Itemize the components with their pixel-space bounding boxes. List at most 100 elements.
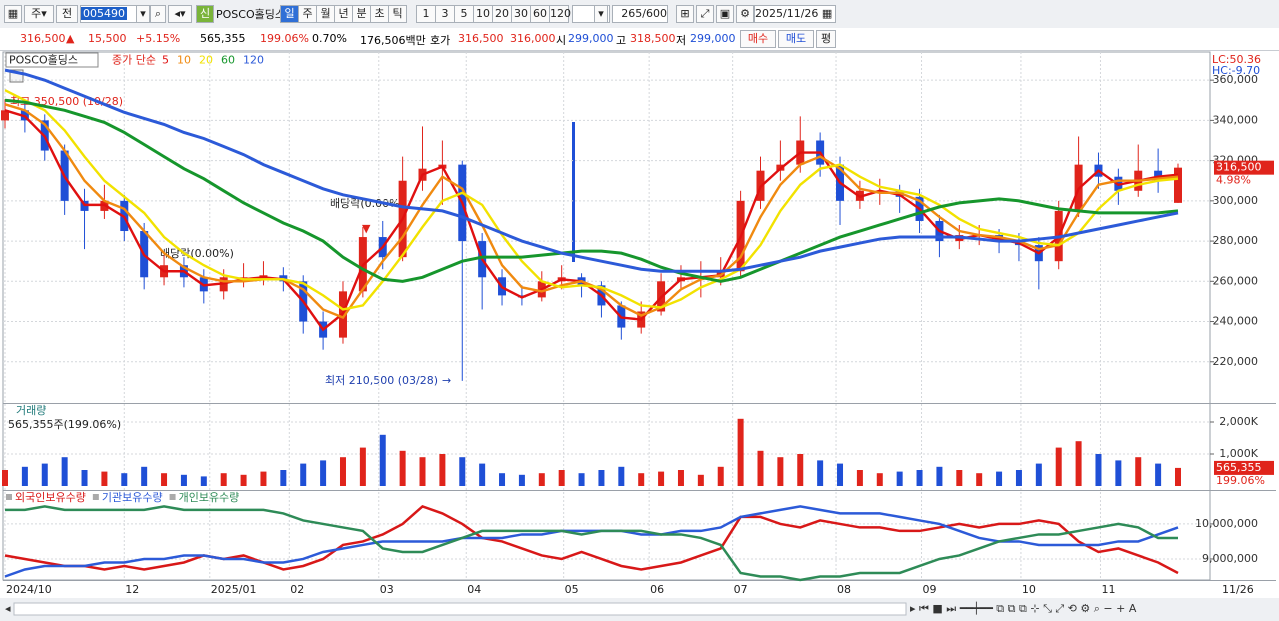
x-tick-label: 10 — [1022, 583, 1036, 596]
save-button[interactable]: ▣ — [716, 5, 734, 23]
volume-bar — [757, 450, 764, 486]
period-select[interactable]: 주▾ — [24, 5, 54, 23]
toolbar-button[interactable]: 일 — [280, 5, 299, 23]
toolbar-button[interactable]: 분 — [352, 5, 371, 23]
volume-bar — [101, 471, 108, 486]
side-label: LC:50.36 — [1212, 53, 1261, 66]
toolbar-button[interactable]: 년 — [334, 5, 353, 23]
volume-bar — [61, 457, 68, 486]
y-tick-label: 300,000 — [1213, 194, 1259, 207]
tool-button[interactable]: ⊞ — [676, 5, 694, 23]
chart: ◂ ▸ ⏮ ■ ⏭ ━━┿━━ ⧉ ⧉ ⧉ ⊹ ⤡ ⤢ ⟲ ⚙ ⌕ − + A … — [0, 51, 1279, 621]
volume-bar — [1015, 470, 1022, 486]
count-input[interactable]: 265/600 — [612, 5, 668, 23]
toolbar-button[interactable]: 30 — [511, 5, 531, 23]
tool-button[interactable]: ⤢ — [696, 5, 714, 23]
buy-button[interactable]: 매수 — [740, 30, 776, 48]
holding-line — [4, 505, 1179, 578]
period: 주 — [31, 7, 42, 20]
avg-button[interactable]: 평 — [816, 30, 836, 48]
bid: 316,000 — [510, 32, 556, 45]
settings-button[interactable]: ⚙ — [736, 5, 754, 23]
volume-bar — [658, 471, 665, 486]
volume-bar — [638, 473, 645, 486]
toolbar-button[interactable]: 20 — [492, 5, 512, 23]
y-tick-label: 220,000 — [1213, 355, 1259, 368]
scroll-left[interactable]: ◂ — [5, 602, 11, 615]
toolbar-button[interactable]: 주 — [298, 5, 317, 23]
search-button[interactable]: ⌕ — [150, 5, 166, 23]
toolbar-button[interactable]: 5 — [454, 5, 474, 23]
volume-bar — [856, 470, 863, 486]
last-volume-ratio: 199.06% — [1216, 474, 1265, 487]
x-tick-label: 07 — [734, 583, 748, 596]
legend-entry: 외국인보유수량 — [15, 491, 86, 504]
code-input[interactable]: 005490 — [80, 5, 138, 23]
volume-bar — [121, 473, 128, 486]
scroll-controls[interactable]: ▸ ⏮ ■ ⏭ ━━┿━━ ⧉ ⧉ ⧉ ⊹ ⤡ ⤢ ⟲ ⚙ ⌕ − + A — [910, 601, 1137, 615]
toolbar-button[interactable]: 틱 — [388, 5, 407, 23]
y-tick-label: 340,000 — [1213, 113, 1259, 126]
arrow: ▲ — [66, 32, 75, 45]
volume-bar — [1055, 447, 1062, 486]
toolbar-button[interactable]: 10 — [473, 5, 493, 23]
y-tick-label: 2,000K — [1219, 415, 1258, 428]
holding-line — [5, 505, 1178, 582]
change: 15,500 — [88, 32, 127, 45]
volume-bar — [996, 471, 1003, 486]
legend-label: 종가 단순 — [112, 54, 156, 67]
y-tick-label: 260,000 — [1213, 274, 1259, 287]
toolbar-button[interactable]: 초 — [370, 5, 389, 23]
candle-body — [1174, 167, 1182, 203]
prev-button[interactable]: 전 — [56, 5, 78, 23]
stock-name: POSCO홀딩스 — [216, 8, 285, 21]
volume-bar — [558, 470, 565, 486]
toolbar-button[interactable]: 3 — [435, 5, 455, 23]
volume-bar — [320, 460, 327, 486]
volume-bar — [220, 473, 227, 486]
volume: 565,355 — [200, 32, 246, 45]
legend-entry: 기관보유수량 — [102, 491, 163, 504]
volume-bar — [300, 463, 307, 486]
dropdown[interactable]: ▾ — [594, 5, 608, 23]
x-tick-label: 2025/01 — [211, 583, 257, 596]
count-max: /600 — [642, 7, 667, 20]
vol-ratio: 199.06% — [260, 32, 309, 45]
pane-title: 거래량 — [16, 404, 46, 417]
last-volume: 565,355 — [1216, 461, 1262, 474]
volume-bar — [2, 470, 8, 486]
date: 2025/11/26 — [755, 7, 819, 20]
volume-bar — [976, 473, 983, 486]
legend-box — [5, 52, 99, 68]
volume-bar — [21, 466, 28, 486]
volume-bar — [1175, 467, 1181, 486]
code: 005490 — [81, 7, 127, 20]
sell-button[interactable]: 매도 — [778, 30, 814, 48]
date-input[interactable]: 2025/11/26 ▦ — [754, 5, 836, 23]
toolbar-button[interactable]: 120 — [549, 5, 571, 23]
volume-bar — [837, 463, 844, 486]
volume-bar — [41, 463, 48, 486]
sound-button[interactable]: ◂▾ — [168, 5, 192, 23]
toolbar-button[interactable]: 60 — [530, 5, 550, 23]
low: 299,000 — [690, 32, 736, 45]
legend-entry: 20 — [199, 54, 213, 67]
volume-bar — [499, 473, 506, 486]
annotation-dividend: 배당락(0.00%) — [330, 197, 404, 210]
toolbar-button[interactable]: 월 — [316, 5, 335, 23]
pane-subtitle: 565,355주(199.06%) — [8, 418, 121, 431]
toolbar-button[interactable]: 1 — [416, 5, 436, 23]
scroll-track[interactable] — [13, 602, 907, 616]
volume-bar — [180, 474, 187, 486]
x-last-date: 11/26 — [1222, 583, 1254, 596]
y-tick-label: 360,000 — [1213, 73, 1259, 86]
ask: 316,500 — [458, 32, 504, 45]
menu-button[interactable]: ▦ — [4, 5, 22, 23]
dropdown[interactable]: ▾ — [136, 5, 150, 23]
open: 299,000 — [568, 32, 614, 45]
count: 265 — [621, 7, 643, 20]
x-tick-label: 02 — [290, 583, 304, 596]
volume-bar — [737, 418, 744, 486]
x-tick-label: 12 — [125, 583, 139, 596]
volume-bar — [876, 473, 883, 486]
